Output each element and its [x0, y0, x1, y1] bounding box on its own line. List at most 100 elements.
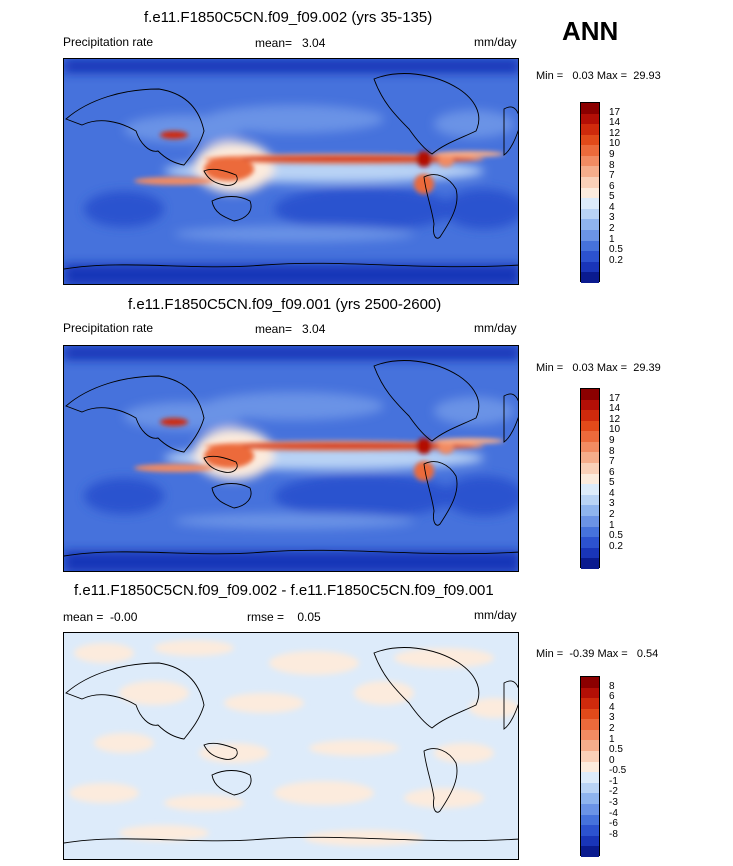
panel3-colorbar-segment: [581, 687, 599, 699]
panel1-colorbar-segment: [581, 272, 599, 283]
panel1-colorbar-tick-label: 17: [609, 106, 621, 118]
panel1-precip-map: [63, 58, 519, 285]
panel1-colorbar-segment: [581, 251, 599, 262]
panel2-map-svg: [64, 346, 518, 571]
panel1-colorbar: [580, 102, 600, 283]
panel2-colorbar-segment: [581, 515, 599, 527]
panel3-colorbar-segment: [581, 698, 599, 709]
panel1-colorbar-segment: [581, 198, 599, 209]
panel3-colorbar-segment: [581, 772, 599, 783]
panel2-colorbar-tick-label: 6: [609, 466, 615, 478]
panel1-colorbar-segment: [581, 177, 599, 188]
panel1-colorbar-tick-label: 14: [609, 117, 621, 129]
panel2-variable-label: Precipitation rate: [63, 321, 154, 335]
panel1-colorbar-tick-label: 6: [609, 180, 615, 192]
panel1-colorbar-segment: [581, 124, 599, 135]
panel1-units: mm/day: [474, 35, 517, 49]
panel3-colorbar-segment: [581, 803, 599, 815]
panel1-colorbar-tick-label: 0.2: [609, 254, 623, 266]
panel3-colorbar: [580, 676, 600, 857]
panel3-colorbar-tick-label: 0.5: [609, 744, 623, 756]
panel1-colorbar-segment: [581, 219, 599, 230]
panel2-colorbar-segment: [581, 399, 599, 411]
coastlines: [64, 360, 518, 557]
panel2-colorbar: [580, 388, 600, 569]
panel2-colorbar-segment: [581, 558, 599, 569]
panel2-colorbar-tick-label: 12: [609, 413, 621, 425]
panel2-colorbar-tick-label: 10: [609, 424, 621, 436]
panel3-rmse: rmse = 0.05: [247, 610, 321, 624]
panel1-mean: mean= 3.04: [255, 36, 326, 50]
panel3-colorbar-tick-label: 2: [609, 722, 615, 734]
panel3-colorbar-tick-label: -8: [609, 828, 618, 840]
panel2-colorbar-tick-label: 14: [609, 403, 621, 415]
panel1-colorbar-tick-label: 2: [609, 223, 615, 235]
panel3-colorbar-segment: [581, 835, 599, 847]
panel3-colorbar-tick-label: 3: [609, 712, 615, 724]
panel1-colorbar-tick-label: 1: [609, 233, 615, 245]
panel2-colorbar-segment: [581, 420, 599, 432]
panel3-colorbar-segment: [581, 719, 599, 730]
panel3-colorbar-tick-label: -1: [609, 775, 618, 787]
panel3-colorbar-segment: [581, 825, 599, 836]
panel2-colorbar-tick-label: 0.2: [609, 540, 623, 552]
panel1-colorbar-segment: [581, 155, 599, 167]
panel1-colorbar-tick-label: 12: [609, 127, 621, 139]
panel1-colorbar-tick-label: 8: [609, 159, 615, 171]
panel3-minmax: Min = -0.39 Max = 0.54: [536, 648, 659, 660]
panel1-colorbar-segment: [581, 261, 599, 273]
precip-field-broad: [64, 346, 518, 571]
panel2-colorbar-segment: [581, 452, 599, 464]
season-label: ANN: [562, 16, 619, 46]
panel3-colorbar-tick-label: 8: [609, 680, 615, 692]
panel3-colorbar-segment: [581, 729, 599, 741]
precip-field-broad: [64, 59, 518, 284]
panel1-colorbar-tick-label: 9: [609, 148, 615, 160]
diff-positive-patches: [69, 640, 518, 846]
panel2-colorbar-segment: [581, 410, 599, 421]
panel3-title: f.e11.F1850C5CN.f09_f09.002 - f.e11.F185…: [74, 582, 494, 599]
panel2-colorbar-tick-label: 4: [609, 487, 615, 499]
panel3-colorbar-tick-label: 4: [609, 701, 615, 713]
panel2-colorbar-segment: [581, 484, 599, 495]
panel3-colorbar-segment: [581, 846, 599, 857]
panel2-colorbar-segment: [581, 441, 599, 453]
panel1-minmax: Min = 0.03 Max = 29.93: [536, 70, 661, 82]
panel2-colorbar-tick-label: 2: [609, 509, 615, 521]
panel1-map-svg: [64, 59, 518, 284]
panel2-precip-map: [63, 345, 519, 572]
panel3-colorbar-segment: [581, 740, 599, 752]
panel3-map-svg: [64, 633, 518, 859]
panel1-colorbar-segment: [581, 113, 599, 125]
panel2-units: mm/day: [474, 321, 517, 335]
panel2-colorbar-segment: [581, 473, 599, 485]
panel1-variable-label: Precipitation rate: [63, 35, 154, 49]
panel1-colorbar-segment: [581, 103, 599, 114]
panel2-colorbar-segment: [581, 494, 599, 506]
panel1-colorbar-tick-label: 5: [609, 191, 615, 203]
panel2-colorbar-segment: [581, 463, 599, 474]
panel2-colorbar-segment: [581, 389, 599, 400]
panel2-colorbar-segment: [581, 537, 599, 548]
panel2-colorbar-tick-label: 0.5: [609, 530, 623, 542]
panel3-difference-map: [63, 632, 519, 860]
panel2-colorbar-tick-label: 5: [609, 477, 615, 489]
panel1-colorbar-segment: [581, 134, 599, 146]
panel2-colorbar-tick-label: 9: [609, 434, 615, 446]
coastlines: [64, 647, 518, 844]
panel2-colorbar-tick-label: 17: [609, 392, 621, 404]
panel3-colorbar-segment: [581, 793, 599, 804]
panel1-colorbar-tick-label: 0.5: [609, 244, 623, 256]
panel2-colorbar-tick-label: 1: [609, 519, 615, 531]
panel3-colorbar-tick-label: -0.5: [609, 765, 627, 777]
panel3-colorbar-tick-label: 6: [609, 691, 615, 703]
panel3-colorbar-tick-label: -6: [609, 818, 618, 830]
precip-field-itcz: [134, 131, 504, 194]
panel2-colorbar-tick-label: 3: [609, 498, 615, 510]
panel3-colorbar-segment: [581, 677, 599, 688]
panel1-colorbar-segment: [581, 240, 599, 252]
panel3-colorbar-tick-label: 0: [609, 754, 615, 766]
panel3-colorbar-segment: [581, 708, 599, 720]
panel1-colorbar-segment: [581, 229, 599, 241]
panel2-colorbar-segment: [581, 526, 599, 538]
